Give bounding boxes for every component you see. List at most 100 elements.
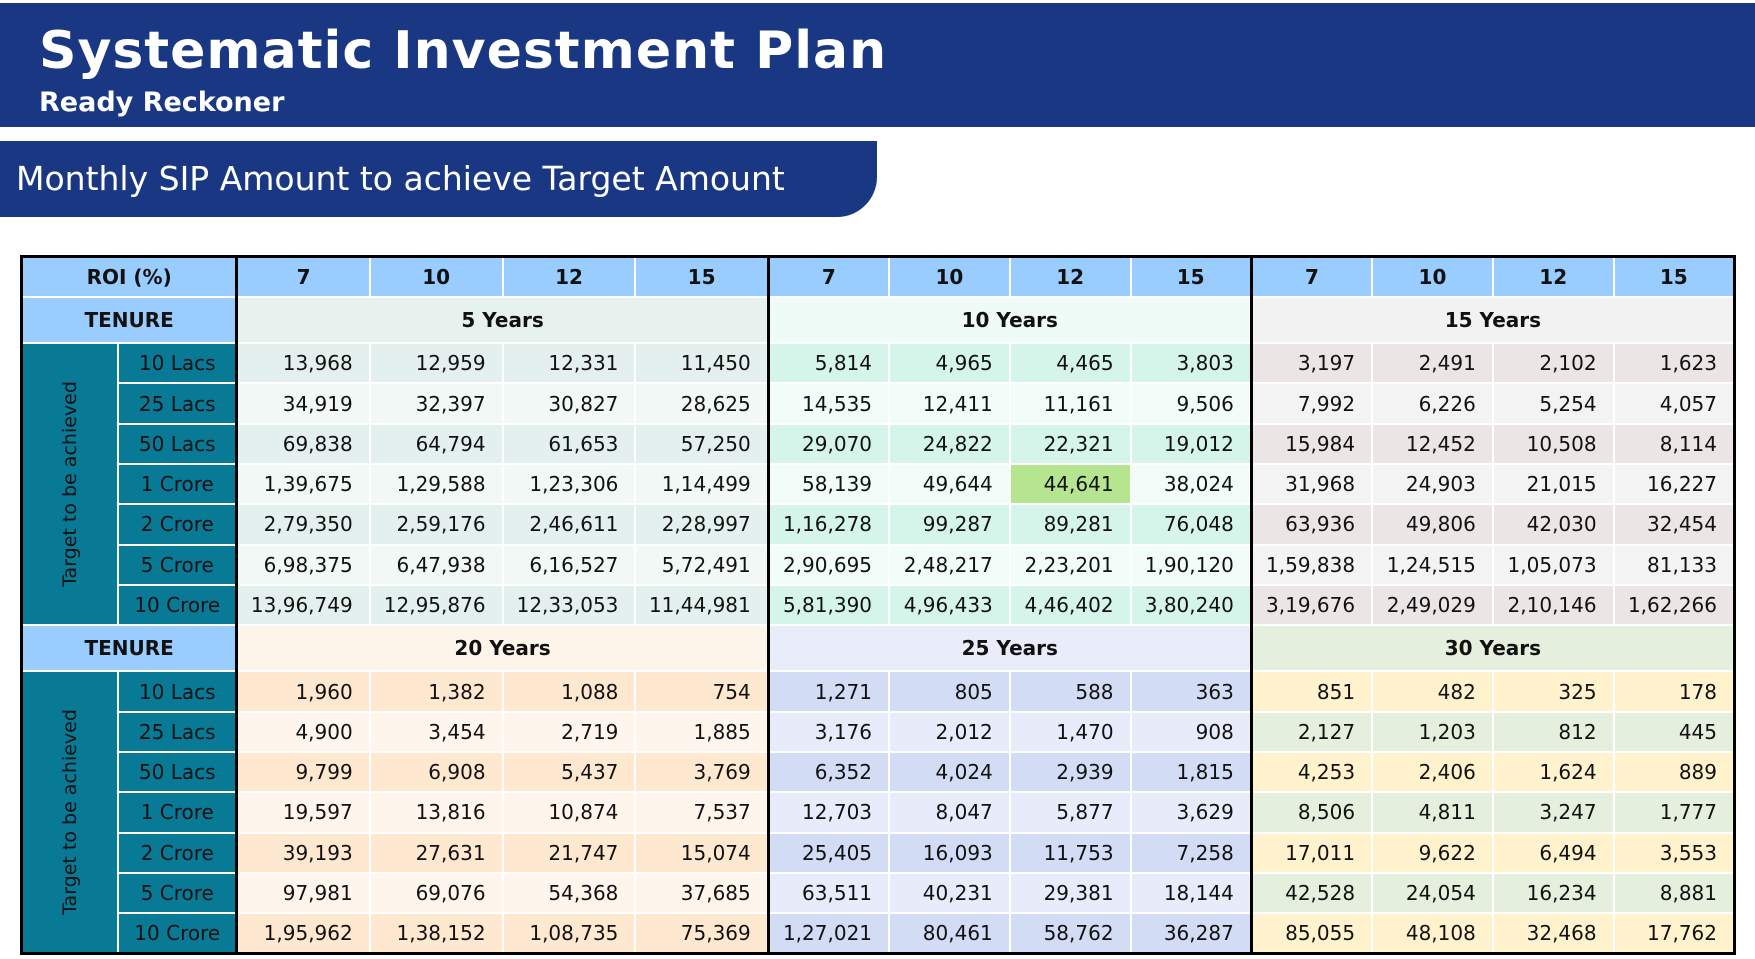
sip-value: 1,815: [1129, 750, 1253, 794]
tenure-period: 15 Years: [1250, 295, 1736, 345]
sip-value: 1,24,515: [1371, 543, 1494, 586]
sip-value: 16,234: [1491, 871, 1615, 915]
sip-value: 4,965: [888, 342, 1011, 385]
target-amount: 25 Lacs: [117, 382, 239, 425]
roi-value: 7: [235, 255, 371, 298]
table-row: 2 Crore 2,79,350 2,59,176 2,46,611 2,28,997 1…: [22, 503, 1736, 546]
section-title: Monthly SIP Amount to achieve Target Amo…: [16, 159, 785, 198]
sip-value: 8,506: [1250, 791, 1374, 834]
sip-value: 29,381: [1008, 871, 1132, 915]
sip-value: 1,05,073: [1491, 543, 1615, 586]
sip-value: 9,799: [235, 750, 371, 794]
sip-value: 44,641: [1008, 462, 1132, 506]
roi-value: 15: [1129, 255, 1253, 298]
roi-value: 15: [634, 255, 770, 298]
table-row: 1 Crore 19,597 13,816 10,874 7,537 12,703 8,04…: [22, 791, 1736, 834]
page-header: Systematic Investment Plan Ready Reckone…: [0, 3, 1755, 127]
sip-value: 4,46,402: [1008, 583, 1132, 627]
sip-value: 39,193: [235, 831, 371, 874]
roi-row: ROI (%) 7 10 12 15 7 10 12 15 7 10 12 15: [20, 255, 1736, 298]
sip-value: 24,054: [1371, 871, 1494, 915]
sip-value: 48,108: [1371, 912, 1494, 955]
sip-value: 12,411: [888, 382, 1011, 425]
sip-table: ROI (%) 7 10 12 15 7 10 12 15 7 10 12 15 TENURE 5 Year…: [20, 255, 1736, 955]
sip-value: 8,047: [888, 791, 1011, 834]
sip-value: 32,468: [1491, 912, 1615, 955]
target-amount: 2 Crore: [117, 831, 239, 874]
sip-value: 6,98,375: [235, 543, 371, 586]
sip-value: 12,331: [501, 342, 637, 385]
sip-value: 908: [1129, 710, 1253, 753]
sip-value: 1,777: [1612, 791, 1736, 834]
roi-value: 12: [1491, 255, 1615, 298]
sip-value: 4,811: [1371, 791, 1494, 834]
tenure-period: 30 Years: [1250, 624, 1736, 673]
sip-value: 97,981: [235, 871, 371, 915]
sip-value: 14,535: [767, 382, 891, 425]
sip-value: 57,250: [634, 422, 770, 465]
target-amount: 10 Lacs: [117, 670, 239, 713]
page-title: Systematic Investment Plan: [39, 21, 888, 81]
section-banner: Monthly SIP Amount to achieve Target Amo…: [0, 141, 877, 217]
sip-value: 40,231: [888, 871, 1011, 915]
sip-value: 2,406: [1371, 750, 1494, 794]
roi-value: 12: [501, 255, 637, 298]
sip-value: 9,622: [1371, 831, 1494, 874]
sip-value: 363: [1129, 670, 1253, 713]
sip-value: 21,015: [1491, 462, 1615, 506]
sip-value: 3,19,676: [1250, 583, 1374, 627]
sip-value: 4,96,433: [888, 583, 1011, 627]
sip-value: 1,14,499: [634, 462, 770, 506]
sip-value: 19,597: [235, 791, 371, 834]
sip-value: 13,96,749: [235, 583, 371, 627]
sip-value: 38,024: [1129, 462, 1253, 506]
sip-value: 1,08,735: [501, 912, 637, 955]
tenure-row: TENURE 5 Years 10 Years 15 Years: [20, 295, 1736, 345]
sip-value: 75,369: [634, 912, 770, 955]
sip-value: 12,959: [368, 342, 504, 385]
sip-value: 2,46,611: [501, 503, 637, 546]
table-row: 10 Crore 1,95,962 1,38,152 1,08,735 75,369 1,…: [22, 912, 1736, 955]
sip-value: 4,057: [1612, 382, 1736, 425]
sip-value: 6,494: [1491, 831, 1615, 874]
sip-value: 1,470: [1008, 710, 1132, 753]
sip-value: 754: [634, 670, 770, 713]
table-row: Target to be achieved 10 Lacs 1,960 1,382 1,…: [20, 670, 1736, 955]
sip-value: 1,39,675: [235, 462, 371, 506]
sip-value: 85,055: [1250, 912, 1374, 955]
sip-value: 889: [1612, 750, 1736, 794]
tenure-label: TENURE: [20, 295, 239, 345]
sip-value: 2,79,350: [235, 503, 371, 546]
tenure-period: 10 Years: [767, 295, 1253, 345]
table-row: 5 Crore 97,981 69,076 54,368 37,685 63,511 40,…: [22, 871, 1736, 915]
sip-value: 63,936: [1250, 503, 1374, 546]
table-row: 5 Crore 6,98,375 6,47,938 6,16,527 5,72,491 2…: [22, 543, 1736, 586]
sip-value: 89,281: [1008, 503, 1132, 546]
sip-value: 1,29,588: [368, 462, 504, 506]
sip-value: 21,747: [501, 831, 637, 874]
sip-value: 11,450: [634, 342, 770, 385]
target-amount: 50 Lacs: [117, 750, 239, 794]
sip-value: 482: [1371, 670, 1494, 713]
sip-value: 4,253: [1250, 750, 1374, 794]
sip-value: 2,102: [1491, 342, 1615, 385]
sip-value: 19,012: [1129, 422, 1253, 465]
roi-label: ROI (%): [20, 255, 239, 298]
sip-value: 24,822: [888, 422, 1011, 465]
sip-value: 7,258: [1129, 831, 1253, 874]
sip-value: 3,769: [634, 750, 770, 794]
sip-value: 1,885: [634, 710, 770, 753]
roi-value: 15: [1612, 255, 1736, 298]
target-amount: 1 Crore: [117, 791, 239, 834]
sip-value: 27,631: [368, 831, 504, 874]
roi-value: 7: [1250, 255, 1374, 298]
sip-value: 32,397: [368, 382, 504, 425]
sip-value: 1,16,278: [767, 503, 891, 546]
sip-value: 58,762: [1008, 912, 1132, 955]
sip-value: 31,968: [1250, 462, 1374, 506]
sip-value: 5,72,491: [634, 543, 770, 586]
sip-value: 63,511: [767, 871, 891, 915]
sip-value: 12,33,053: [501, 583, 637, 627]
sip-value: 58,139: [767, 462, 891, 506]
sip-value: 37,685: [634, 871, 770, 915]
